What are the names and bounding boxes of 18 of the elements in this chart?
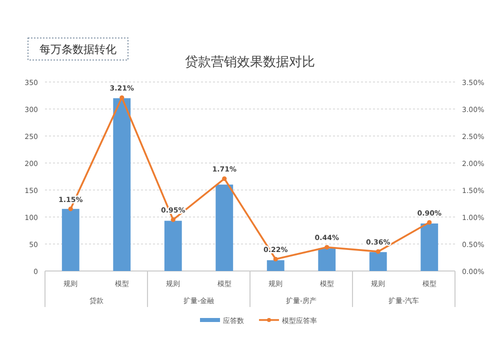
bar — [216, 184, 234, 271]
bar — [266, 260, 284, 271]
bar — [62, 208, 80, 271]
point — [324, 244, 330, 250]
point — [222, 176, 227, 181]
point — [68, 206, 73, 212]
bar — [318, 248, 336, 271]
bar — [113, 98, 131, 271]
point — [120, 95, 124, 100]
text: 每万条数据转化 — [40, 43, 116, 56]
bar — [164, 220, 182, 271]
point — [273, 256, 278, 262]
point — [376, 249, 380, 254]
point — [170, 217, 176, 222]
bar — [369, 252, 387, 271]
bar — [420, 223, 438, 271]
point — [427, 220, 432, 225]
chart-title: 贷款营销效果数据对比 — [185, 55, 315, 70]
